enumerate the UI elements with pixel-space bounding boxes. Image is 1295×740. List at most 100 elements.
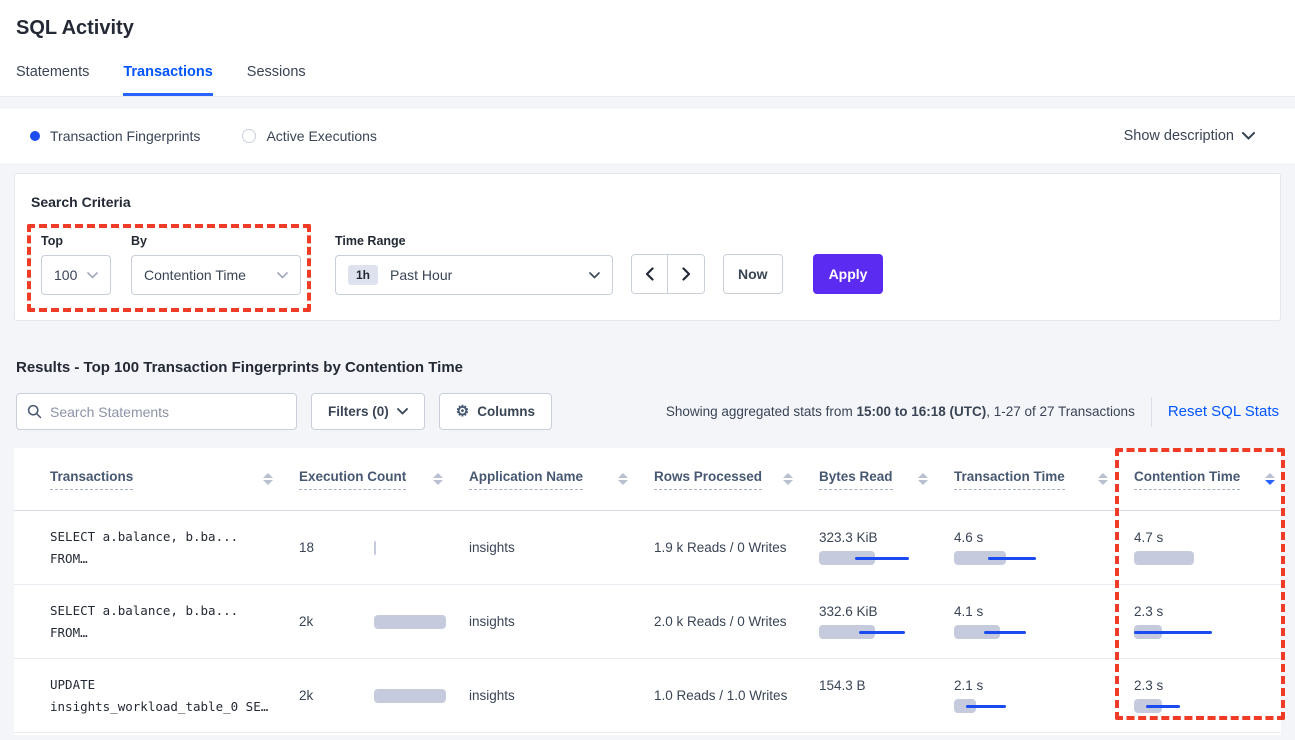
table-row[interactable]: SELECT a.balance, b.ba... FROM… 18 insigh… <box>14 511 1281 585</box>
bar-gray <box>954 699 976 713</box>
bar-gray <box>374 614 446 629</box>
time-next-button[interactable] <box>668 255 704 293</box>
execution-count-bar <box>374 688 469 703</box>
rows-processed-cell: 1.9 k Reads / 0 Writes <box>654 540 787 555</box>
search-statements-box <box>16 393 297 430</box>
column-header-contention-time[interactable]: Contention Time <box>1134 469 1281 490</box>
sort-icon-active-desc[interactable] <box>1265 473 1275 485</box>
divider <box>1150 396 1152 427</box>
time-range-field-group: Time Range 1h Past Hour <box>335 234 613 295</box>
time-nav-group <box>631 254 705 294</box>
bar-gray <box>374 688 446 703</box>
show-description-toggle[interactable]: Show description <box>1124 128 1255 144</box>
gear-icon: ⚙ <box>455 403 470 420</box>
search-statements-input[interactable] <box>50 403 286 420</box>
columns-label: Columns <box>477 404 535 419</box>
columns-button[interactable]: ⚙ Columns <box>438 393 552 430</box>
bar-gray <box>954 551 1006 565</box>
filters-button[interactable]: Filters (0) <box>311 393 425 430</box>
bytes-read-cell: 332.6 KiB <box>819 585 954 658</box>
filters-label: Filters (0) <box>328 404 389 419</box>
table-row[interactable]: SELECT a.balance, b.ba... FROM… 2k insigh… <box>14 585 1281 659</box>
column-header-bytes-read[interactable]: Bytes Read <box>819 469 954 490</box>
chevron-down-icon <box>589 271 600 279</box>
bytes-read-bar <box>819 551 929 565</box>
column-header-execution-count[interactable]: Execution Count <box>299 469 469 490</box>
bar-gray <box>1134 551 1194 565</box>
chevron-down-icon <box>396 408 408 415</box>
sort-icon[interactable] <box>263 473 273 485</box>
column-header-rows-processed[interactable]: Rows Processed <box>654 469 819 490</box>
results-heading: Results - Top 100 Transaction Fingerprin… <box>16 359 464 376</box>
search-criteria-form: Top 100 By Contention Time Time Range 1h… <box>41 234 1264 295</box>
time-range-select[interactable]: 1h Past Hour <box>335 255 613 295</box>
rows-processed-cell: 2.0 k Reads / 0 Writes <box>654 614 787 629</box>
stats-zone: Showing aggregated stats from 15:00 to 1… <box>666 396 1279 427</box>
bar-line <box>966 704 1006 708</box>
tab-statements[interactable]: Statements <box>16 64 90 80</box>
execution-count-cell: 18 <box>299 511 469 584</box>
sort-icon[interactable] <box>433 473 443 485</box>
bar-line <box>1146 704 1180 708</box>
top-bar: SQL Activity Statements Transactions Ses… <box>0 0 1295 97</box>
stats-time-range: 15:00 to 16:18 (UTC) <box>856 404 987 419</box>
by-select-value: Contention Time <box>144 267 246 283</box>
radio-transaction-fingerprints[interactable]: Transaction Fingerprints <box>30 128 200 144</box>
contention-time-bar <box>1134 551 1244 565</box>
apply-button[interactable]: Apply <box>812 254 884 294</box>
application-name-cell: insights <box>469 540 515 555</box>
transaction-fingerprint-cell[interactable]: UPDATE insights_workload_table_0 SE… <box>50 676 269 714</box>
execution-count-bar <box>374 540 469 555</box>
transaction-fingerprint-cell[interactable]: SELECT a.balance, b.ba... FROM… <box>50 602 239 640</box>
application-name-cell: insights <box>469 614 515 629</box>
sort-icon[interactable] <box>918 473 928 485</box>
chevron-down-icon <box>87 271 98 279</box>
sort-icon[interactable] <box>618 473 628 485</box>
radio-active-executions[interactable]: Active Executions <box>242 128 377 144</box>
contention-time-cell: 2.3 s <box>1134 659 1281 732</box>
show-description-label: Show description <box>1123 128 1234 144</box>
bar-line <box>855 556 909 560</box>
bytes-read-cell: 154.3 B <box>819 678 866 693</box>
sort-icon[interactable] <box>1098 473 1108 485</box>
bar-line <box>859 630 905 634</box>
reset-sql-stats-link[interactable]: Reset SQL Stats <box>1167 403 1279 420</box>
radio-unselected-icon <box>242 129 257 143</box>
column-header-application-name[interactable]: Application Name <box>469 469 654 490</box>
rows-processed-cell: 1.0 Reads / 1.0 Writes <box>654 688 788 703</box>
column-header-transactions[interactable]: Transactions <box>50 469 299 490</box>
top-select-value: 100 <box>54 267 78 283</box>
tab-bar: Statements Transactions Sessions <box>16 64 1279 96</box>
transaction-time-bar <box>954 551 1064 565</box>
view-toggle-band: Transaction Fingerprints Active Executio… <box>0 109 1295 163</box>
application-name-cell: insights <box>469 688 515 703</box>
sort-icon[interactable] <box>783 473 793 485</box>
chevron-left-icon <box>645 267 654 281</box>
bar-gray <box>954 625 1000 639</box>
tab-sessions[interactable]: Sessions <box>246 64 306 80</box>
transactions-table: Transactions Execution Count Application… <box>14 448 1285 735</box>
column-header-transaction-time[interactable]: Transaction Time <box>954 469 1134 490</box>
transaction-fingerprint-cell[interactable]: SELECT a.balance, b.ba... FROM… <box>50 528 239 566</box>
bar-gray <box>819 551 875 565</box>
time-range-label: Time Range <box>335 234 406 248</box>
table-header-row: Transactions Execution Count Application… <box>14 448 1281 511</box>
bar-gray <box>374 540 376 555</box>
bar-line <box>1134 630 1212 634</box>
results-controls: Filters (0) ⚙ Columns Showing aggregated… <box>16 393 1279 430</box>
bytes-read-bar <box>819 625 929 639</box>
by-select[interactable]: Contention Time <box>131 255 301 295</box>
transaction-time-cell: 2.1 s <box>954 659 1134 732</box>
top-select[interactable]: 100 <box>41 255 111 295</box>
search-criteria-panel: Search Criteria Top 100 By Contention Ti… <box>14 173 1281 321</box>
execution-count-cell: 2k <box>299 585 469 658</box>
transaction-time-bar <box>954 625 1064 639</box>
table-row[interactable]: UPDATE insights_workload_table_0 SE… 2k i… <box>14 659 1281 733</box>
time-prev-button[interactable] <box>632 255 668 293</box>
tab-transactions[interactable]: Transactions <box>123 64 213 96</box>
top-label: Top <box>41 234 63 248</box>
now-button[interactable]: Now <box>723 254 783 294</box>
chevron-right-icon <box>681 267 690 281</box>
by-field-group: By Contention Time <box>131 234 301 295</box>
contention-time-cell: 4.7 s <box>1134 511 1281 584</box>
